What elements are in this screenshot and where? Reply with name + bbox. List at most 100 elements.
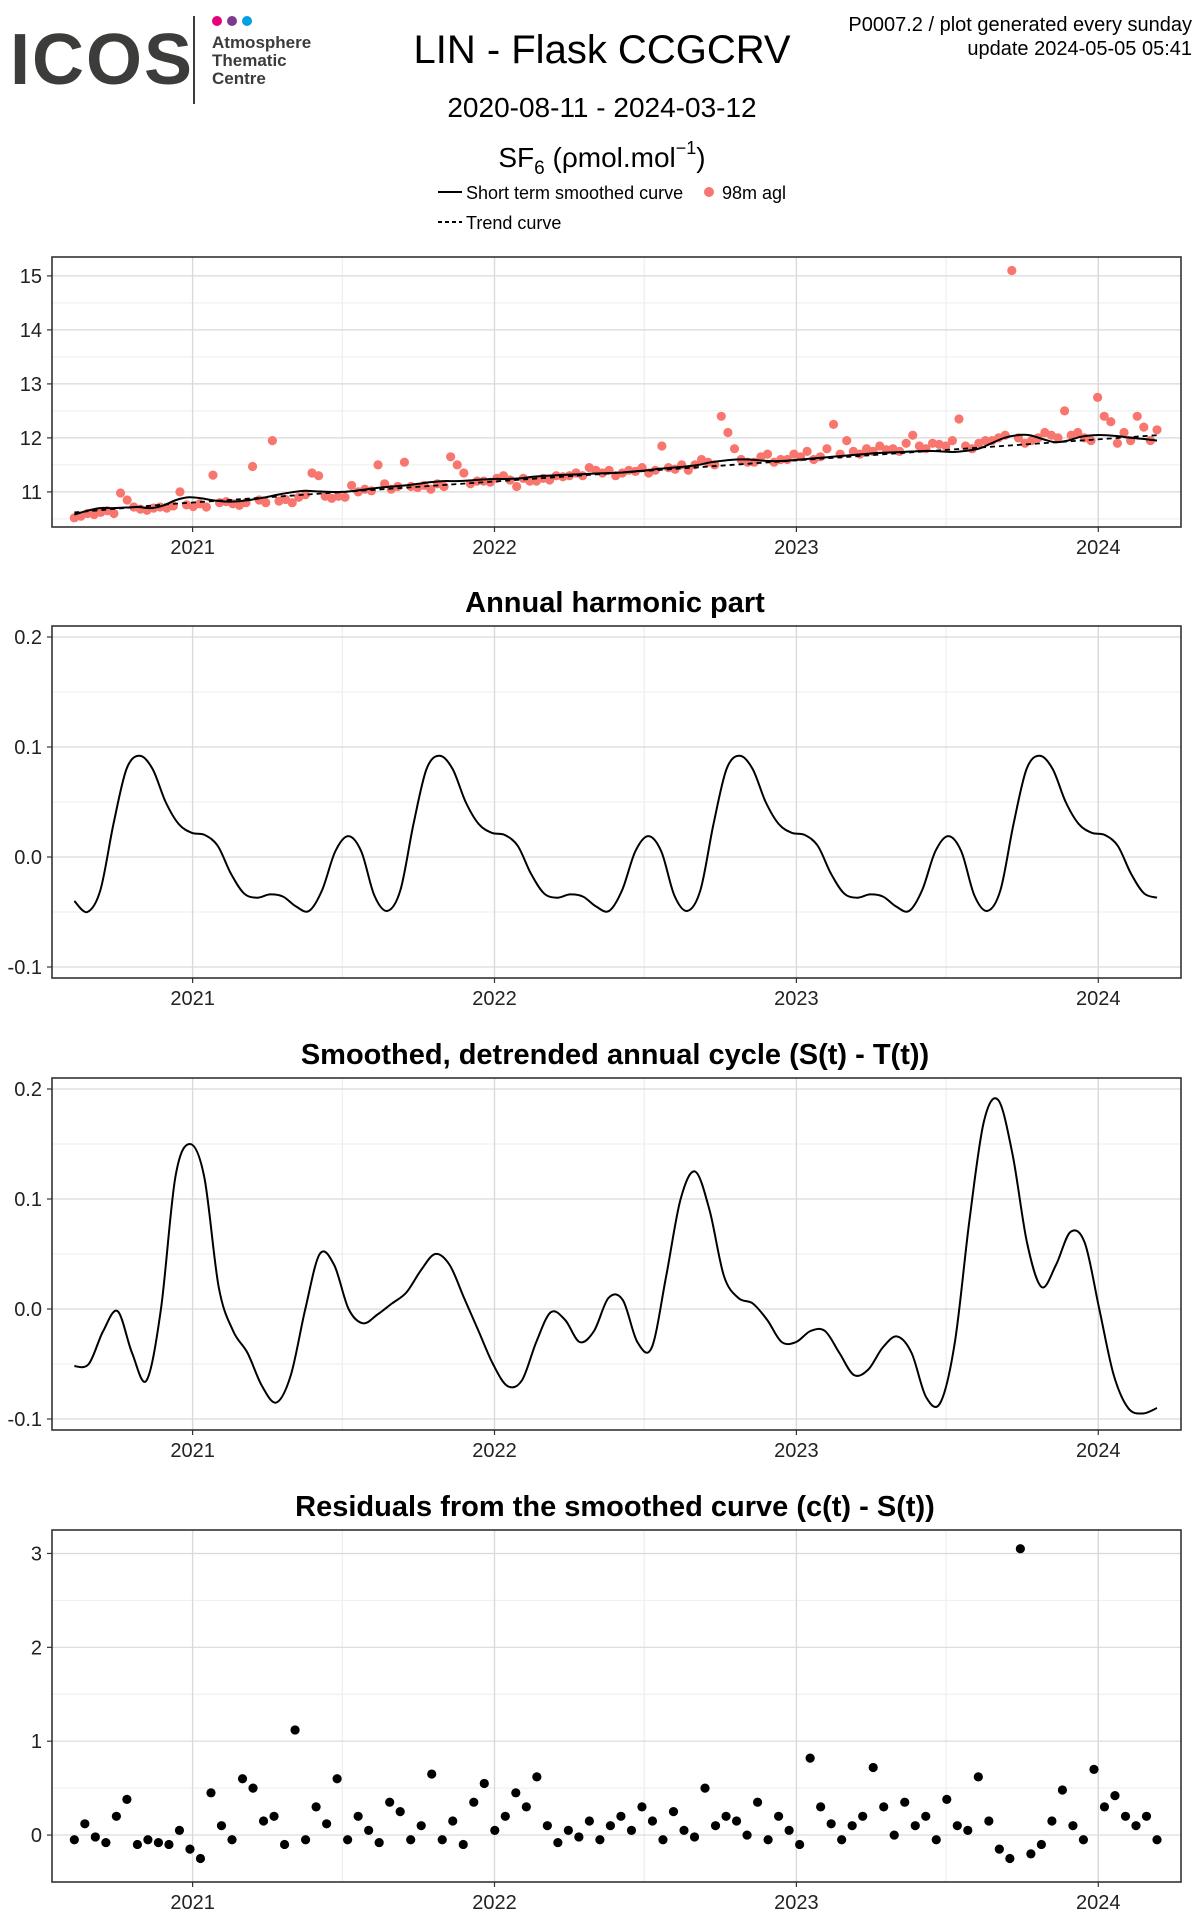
data-point <box>1015 1544 1025 1554</box>
data-point <box>511 1788 521 1798</box>
x-tick-label: 2023 <box>774 1440 819 1462</box>
panel-concentration: 11 12 13 14 15 2021 2022 2023 2024 <box>20 256 1182 559</box>
data-point <box>868 1762 878 1773</box>
trend-curve <box>74 434 1158 514</box>
data-point <box>300 1835 311 1845</box>
data-point <box>69 1835 79 1845</box>
data-point <box>910 1821 920 1831</box>
data-point <box>731 1816 742 1826</box>
x-tick-label: 2021 <box>170 988 215 1010</box>
data-point <box>452 460 462 470</box>
data-point <box>311 1802 321 1812</box>
data-point <box>921 1811 931 1821</box>
data-point <box>637 1802 647 1812</box>
data-point <box>553 1837 563 1848</box>
data-point <box>1089 1764 1099 1774</box>
data-point <box>816 1802 826 1812</box>
data-point <box>490 1825 500 1835</box>
y-tick-label: 0.2 <box>14 1079 42 1101</box>
data-point <box>458 1839 468 1850</box>
plot-border <box>51 1529 1182 1883</box>
data-point <box>947 436 957 446</box>
y-tick-label: 13 <box>20 374 42 396</box>
legend-points-key <box>704 187 714 197</box>
data-point <box>1053 433 1063 443</box>
legend-smoothed-label: Short term smoothed curve <box>466 183 683 203</box>
data-point <box>563 1825 573 1835</box>
data-point <box>837 1835 847 1845</box>
data-point <box>1132 411 1142 421</box>
x-tick-label: 2022 <box>472 537 517 559</box>
data-point <box>900 1797 910 1807</box>
data-point <box>584 1816 594 1826</box>
data-point <box>1078 1835 1089 1845</box>
x-tick-label: 2024 <box>1076 1440 1121 1462</box>
y-tick-label: 0.0 <box>14 847 42 869</box>
data-point <box>399 457 410 467</box>
data-point <box>774 1811 784 1821</box>
legend-trend-label: Trend curve <box>466 213 561 233</box>
data-point <box>314 471 324 481</box>
data-point <box>826 1819 836 1829</box>
y-tick-label: 12 <box>20 428 42 450</box>
x-tick-label: 2021 <box>170 537 215 559</box>
data-point <box>153 1837 164 1848</box>
data-point <box>942 1794 952 1804</box>
data-point <box>842 436 852 446</box>
x-tick-label: 2023 <box>774 988 819 1010</box>
logo-subtitle-line2: Thematic <box>212 51 287 70</box>
data-point <box>1073 427 1083 438</box>
data-point <box>427 1769 437 1779</box>
data-point <box>1099 1802 1110 1812</box>
data-point <box>889 1830 899 1840</box>
data-point <box>1131 1821 1141 1831</box>
data-point <box>721 1811 731 1821</box>
data-point <box>164 1839 174 1850</box>
data-point <box>658 1835 668 1845</box>
data-point <box>300 490 310 500</box>
panel-title-residuals: Residuals from the smoothed curve (c(t) … <box>295 1491 935 1523</box>
data-point <box>931 1835 941 1845</box>
data-point <box>828 419 839 429</box>
data-point <box>847 1821 857 1831</box>
x-tick-label: 2021 <box>170 1440 215 1462</box>
y-tick-label: 0.1 <box>14 737 42 759</box>
data-point <box>1152 425 1162 435</box>
data-point <box>1120 1811 1131 1821</box>
legend: Short term smoothed curve 98m agl Trend … <box>438 183 786 233</box>
data-point <box>258 1816 269 1826</box>
data-point <box>657 441 667 451</box>
plot-border <box>51 256 1182 528</box>
data-point <box>941 441 951 451</box>
info-line-2: update 2024-05-05 05:41 <box>967 38 1192 60</box>
logo-dot-1 <box>212 16 222 26</box>
data-point <box>340 492 350 502</box>
data-point <box>1139 422 1149 432</box>
data-point <box>227 1835 237 1845</box>
data-point <box>479 1778 489 1789</box>
data-point <box>784 1825 794 1835</box>
data-point <box>647 1816 658 1826</box>
data-point <box>679 1825 689 1835</box>
data-point <box>267 436 277 446</box>
data-point <box>374 1837 384 1848</box>
panel-annual-harmonic: -0.1 0.0 0.1 0.2 2021 2022 2023 2024 <box>8 625 1182 1010</box>
data-point <box>1119 427 1129 438</box>
data-point <box>364 1825 374 1835</box>
info-line-1: P0007.2 / plot generated every sunday <box>848 14 1192 36</box>
data-point <box>700 1783 710 1793</box>
data-point <box>668 1807 679 1817</box>
y-tick-label: -0.1 <box>8 1409 42 1431</box>
data-point <box>208 470 218 480</box>
logo-divider <box>193 16 195 104</box>
panel-residuals: 0 1 2 3 2021 2022 2023 2024 <box>31 1529 1182 1914</box>
data-point <box>500 1811 510 1821</box>
x-tick-label: 2022 <box>472 988 517 1010</box>
data-point <box>616 1811 626 1821</box>
data-point <box>1141 1811 1152 1821</box>
data-point <box>111 1811 121 1821</box>
x-tick-label: 2022 <box>472 1440 517 1462</box>
data-point <box>109 508 119 519</box>
data-point <box>805 1753 815 1763</box>
data-point <box>385 1797 395 1807</box>
